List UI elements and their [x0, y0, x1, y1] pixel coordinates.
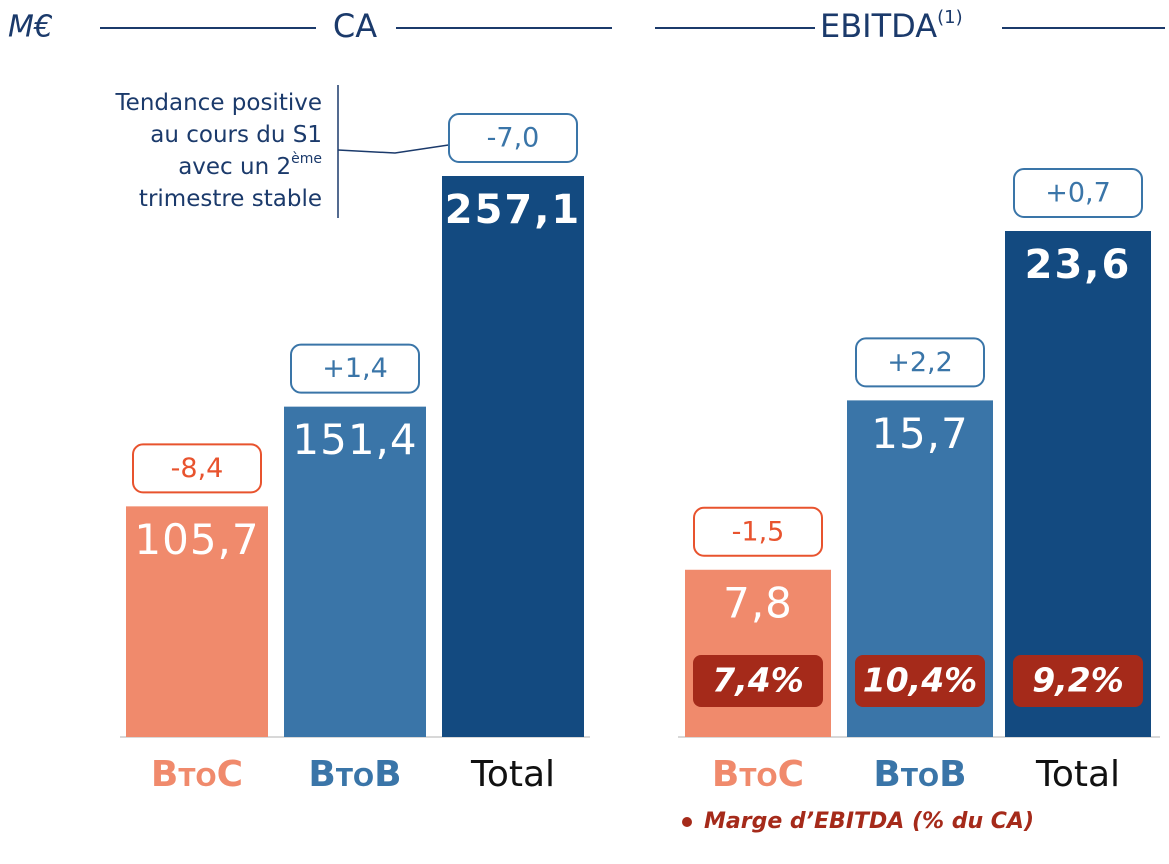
change-box	[448, 113, 578, 163]
legend-bullet	[682, 817, 692, 827]
change-box	[132, 443, 262, 494]
change-box	[290, 343, 420, 394]
margin-label: 10,4%	[863, 661, 978, 700]
annotation-line: Tendance positive	[115, 90, 322, 116]
change-box	[693, 506, 823, 557]
bar	[284, 406, 426, 737]
chart-title: EBITDA(1)	[820, 7, 963, 45]
change-label: -7,0	[487, 123, 540, 154]
bar	[685, 569, 831, 737]
category-label: BtoC	[712, 754, 804, 795]
change-label: +0,7	[1045, 178, 1111, 209]
annotation-text: trimestre stable	[139, 186, 322, 212]
chart-title: CA	[333, 7, 377, 45]
annotation-superscript: ème	[291, 151, 322, 167]
margin-badge	[693, 655, 823, 707]
title-text: EBITDA	[820, 7, 937, 45]
category-label: BtoB	[873, 754, 966, 795]
value-label: 257,1	[445, 187, 582, 233]
change-label: -1,5	[732, 516, 785, 547]
annotation-line: trimestre stable	[139, 186, 322, 212]
margin-badge	[855, 655, 985, 707]
annotation-text: Tendance positive	[115, 90, 322, 116]
annotation-line: avec un 2ème	[178, 151, 322, 180]
category-label: Total	[1035, 754, 1120, 795]
annotation-line: au cours du S1	[150, 122, 322, 148]
value-label: 105,7	[134, 515, 259, 564]
category-label: BtoB	[308, 754, 401, 795]
margin-label: 9,2%	[1032, 661, 1124, 700]
bar	[1005, 231, 1151, 737]
value-label: 7,8	[723, 578, 793, 627]
change-label: -8,4	[171, 453, 224, 484]
change-box	[1013, 168, 1143, 218]
value-label: 15,7	[871, 409, 969, 458]
category-label: BtoC	[151, 754, 243, 795]
margin-label: 7,4%	[712, 661, 804, 700]
change-label: +1,4	[322, 353, 388, 384]
annotation-text: au cours du S1	[150, 122, 322, 148]
bar	[126, 506, 268, 737]
change-box	[855, 337, 985, 388]
unit: M€	[8, 10, 53, 45]
legend-text: Marge d’EBITDA (% du CA)	[704, 809, 1034, 834]
annotation-text: avec un 2	[178, 154, 291, 180]
value-label: 151,4	[292, 415, 417, 464]
bar	[442, 176, 584, 737]
value-label: 23,6	[1025, 242, 1132, 288]
title-superscript: (1)	[937, 7, 963, 28]
change-label: +2,2	[887, 347, 953, 378]
category-label: Total	[470, 754, 555, 795]
margin-badge	[1013, 655, 1143, 707]
